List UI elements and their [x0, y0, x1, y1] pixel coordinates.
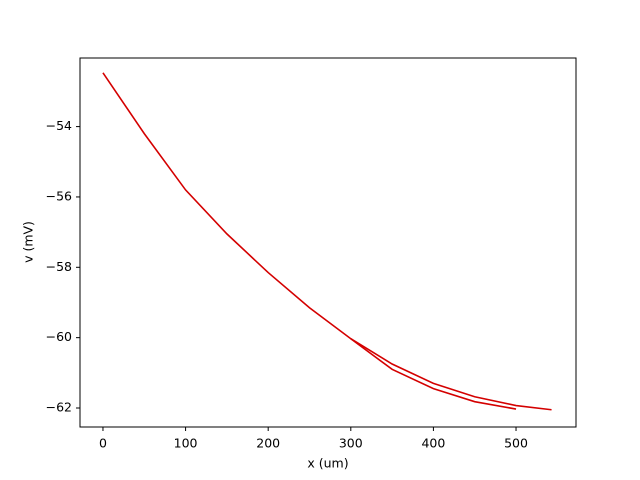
y-tick-label: −60	[46, 329, 72, 344]
x-axis-label: x (um)	[307, 456, 348, 471]
y-axis-label: v (mV)	[21, 221, 36, 263]
y-tick-label: −62	[46, 400, 72, 415]
y-tick-label: −58	[46, 259, 72, 274]
x-tick-label: 400	[421, 436, 445, 451]
x-tick-label: 300	[339, 436, 363, 451]
x-tick-label: 200	[256, 436, 280, 451]
line-series	[102, 72, 552, 411]
x-tick-label: 500	[504, 436, 528, 451]
plot-frame	[79, 57, 577, 428]
x-tick-label: 100	[174, 436, 198, 451]
y-tick-label: −54	[46, 118, 72, 133]
x-tick-label: 0	[99, 436, 107, 451]
line-series	[350, 338, 517, 410]
y-tick-label: −56	[46, 188, 72, 203]
